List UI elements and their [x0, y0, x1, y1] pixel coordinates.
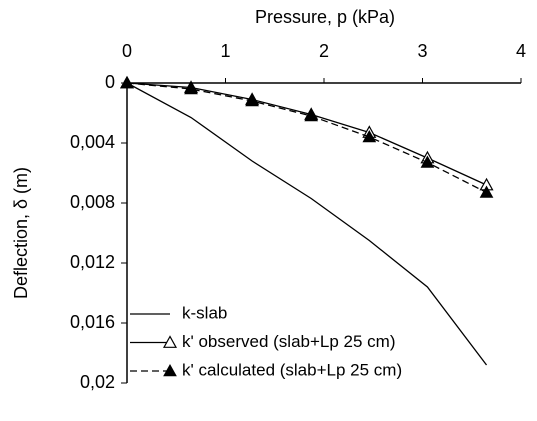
y-tick-label: 0,016	[70, 312, 115, 332]
legend-label: k-slab	[182, 303, 227, 322]
marker	[184, 81, 198, 95]
marker	[420, 155, 435, 168]
x-tick-label: 3	[417, 41, 427, 61]
marker	[163, 363, 177, 377]
series-line	[126, 82, 487, 186]
x-axis-title: Pressure, p (kPa)	[255, 7, 395, 27]
legend-label: k' calculated (slab+Lp 25 cm)	[182, 360, 402, 379]
marker	[479, 185, 494, 198]
x-tick-label: 1	[220, 41, 230, 61]
y-axis-title: Deflection, δ (m)	[11, 167, 31, 299]
marker	[245, 93, 259, 107]
y-tick-label: 0,012	[70, 252, 115, 272]
y-tick-label: 0,004	[70, 132, 115, 152]
series-line	[126, 82, 488, 366]
legend-label: k' observed (slab+Lp 25 cm)	[182, 332, 396, 351]
series-line	[126, 82, 487, 194]
x-tick-label: 2	[319, 41, 329, 61]
x-tick-label: 4	[516, 41, 526, 61]
y-tick-label: 0	[105, 72, 115, 92]
y-tick-label: 0,008	[70, 192, 115, 212]
y-tick-label: 0,02	[80, 372, 115, 392]
marker	[304, 108, 319, 122]
marker	[362, 129, 377, 143]
marker	[120, 75, 134, 89]
marker	[162, 335, 178, 348]
x-tick-label: 0	[122, 41, 132, 61]
